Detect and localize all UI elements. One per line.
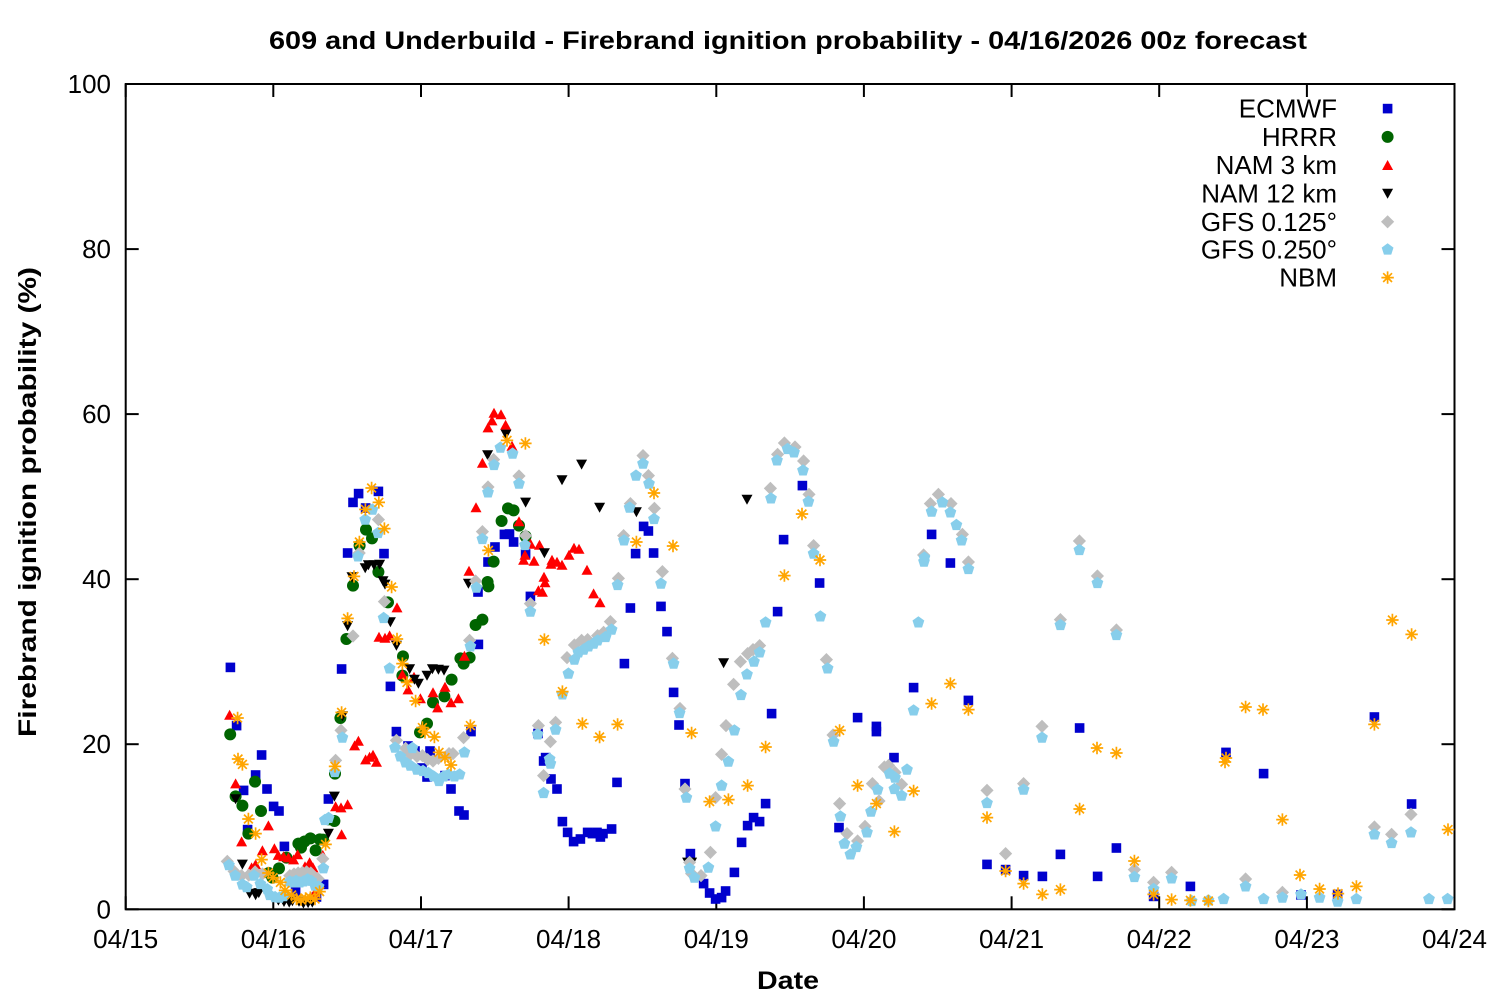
svg-text:40: 40: [82, 564, 111, 594]
svg-text:609 and Underbuild - Firebrand: 609 and Underbuild - Firebrand ignition …: [269, 27, 1308, 55]
svg-text:0: 0: [97, 894, 111, 924]
svg-text:04/23: 04/23: [1274, 924, 1339, 954]
svg-text:04/19: 04/19: [684, 924, 749, 954]
svg-text:20: 20: [82, 729, 111, 759]
svg-text:100: 100: [68, 69, 111, 99]
svg-text:80: 80: [82, 234, 111, 264]
svg-text:04/17: 04/17: [388, 924, 453, 954]
svg-text:04/16: 04/16: [241, 924, 306, 954]
svg-text:04/21: 04/21: [979, 924, 1044, 954]
svg-text:NAM 12 km: NAM 12 km: [1201, 179, 1337, 209]
svg-text:04/15: 04/15: [93, 924, 158, 954]
svg-text:ECMWF: ECMWF: [1239, 94, 1337, 124]
svg-text:NBM: NBM: [1279, 263, 1337, 293]
svg-text:GFS 0.250°: GFS 0.250°: [1201, 235, 1337, 265]
svg-text:Date: Date: [757, 967, 819, 995]
svg-text:HRRR: HRRR: [1262, 122, 1337, 152]
svg-text:60: 60: [82, 399, 111, 429]
svg-text:GFS 0.125°: GFS 0.125°: [1201, 207, 1337, 237]
svg-text:Firebrand ignition probability: Firebrand ignition probability (%): [14, 267, 42, 737]
svg-text:NAM 3 km: NAM 3 km: [1216, 150, 1337, 180]
svg-text:04/22: 04/22: [1127, 924, 1192, 954]
svg-text:04/24: 04/24: [1422, 924, 1487, 954]
svg-text:04/20: 04/20: [831, 924, 896, 954]
svg-text:04/18: 04/18: [536, 924, 601, 954]
